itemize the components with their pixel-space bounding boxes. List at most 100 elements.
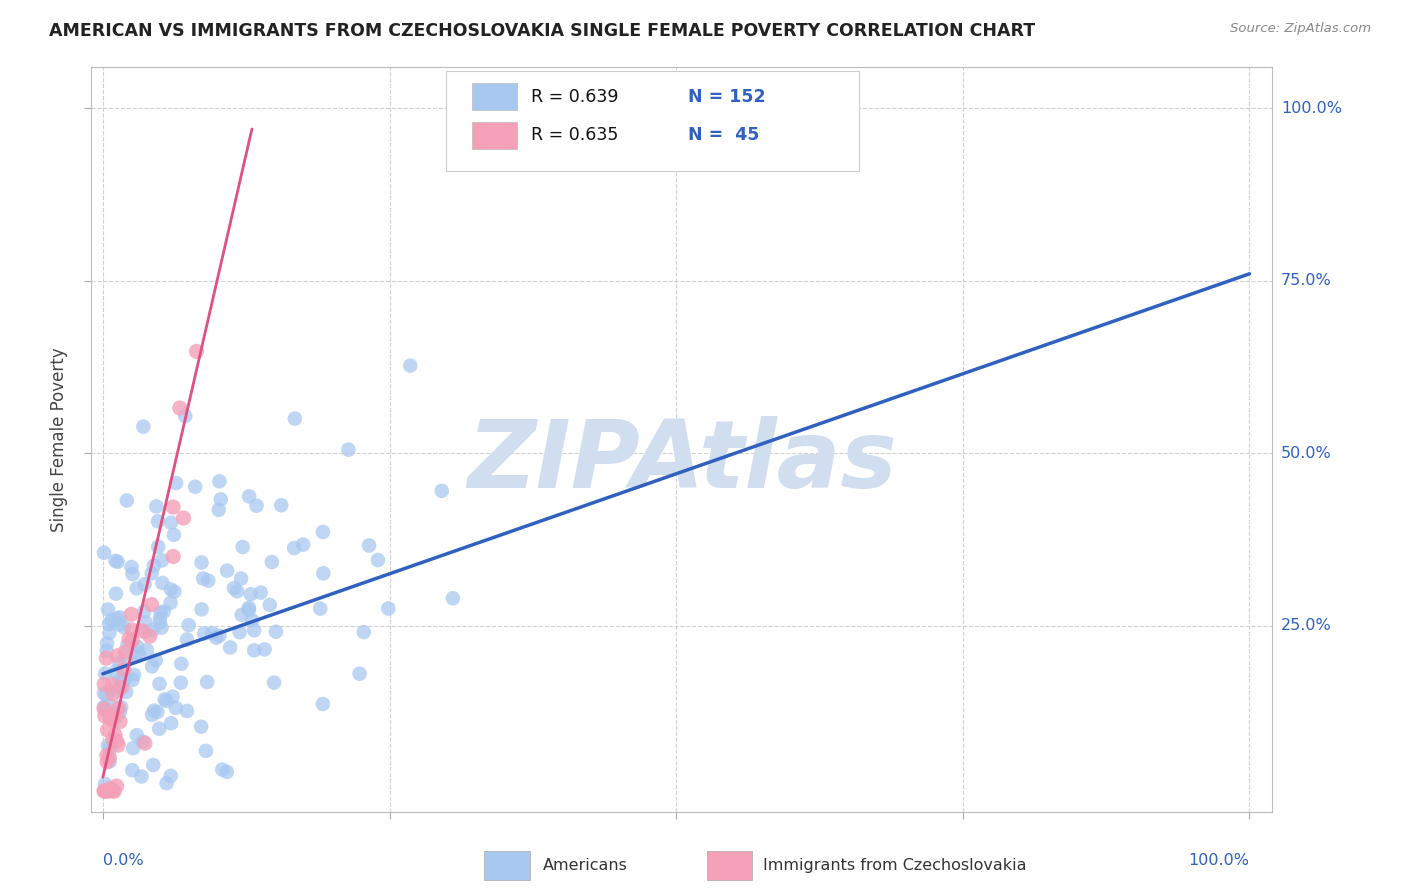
Point bbox=[148, 677, 170, 691]
Point bbox=[110, 700, 132, 714]
Point bbox=[121, 567, 143, 582]
Point bbox=[103, 784, 125, 798]
Text: 100.0%: 100.0% bbox=[1281, 101, 1341, 116]
Point bbox=[98, 617, 121, 632]
Point bbox=[96, 723, 118, 737]
Point bbox=[135, 624, 157, 639]
Point bbox=[197, 574, 219, 588]
Point bbox=[141, 707, 163, 722]
Text: AMERICAN VS IMMIGRANTS FROM CZECHOSLOVAKIA SINGLE FEMALE POVERTY CORRELATION CHA: AMERICAN VS IMMIGRANTS FROM CZECHOSLOVAK… bbox=[49, 22, 1035, 40]
Point bbox=[122, 668, 145, 682]
Point bbox=[163, 584, 186, 599]
Point bbox=[150, 553, 173, 567]
FancyBboxPatch shape bbox=[446, 70, 859, 171]
Text: N = 152: N = 152 bbox=[688, 87, 765, 105]
Point bbox=[232, 540, 254, 554]
Point bbox=[97, 739, 120, 753]
Point bbox=[259, 598, 281, 612]
Point bbox=[377, 601, 399, 615]
Point bbox=[184, 480, 207, 494]
Point bbox=[163, 528, 186, 542]
Point bbox=[108, 610, 131, 624]
Point bbox=[97, 602, 120, 616]
Point bbox=[270, 498, 292, 512]
Point bbox=[98, 755, 121, 769]
Text: Source: ZipAtlas.com: Source: ZipAtlas.com bbox=[1230, 22, 1371, 36]
Point bbox=[94, 688, 117, 702]
Point bbox=[128, 646, 150, 660]
Point bbox=[103, 784, 125, 798]
Point bbox=[96, 636, 118, 650]
Point bbox=[177, 618, 200, 632]
Point bbox=[112, 663, 135, 677]
Point bbox=[107, 555, 129, 569]
Point bbox=[101, 687, 124, 701]
Point bbox=[194, 744, 217, 758]
Point bbox=[93, 709, 115, 723]
Text: Immigrants from Czechoslovakia: Immigrants from Czechoslovakia bbox=[762, 858, 1026, 872]
Point bbox=[138, 629, 160, 643]
Point bbox=[283, 541, 305, 555]
Point bbox=[284, 411, 307, 425]
Text: 75.0%: 75.0% bbox=[1281, 273, 1331, 288]
Point bbox=[115, 685, 138, 699]
Point bbox=[148, 722, 170, 736]
Point bbox=[94, 666, 117, 681]
Point bbox=[98, 741, 121, 756]
Point bbox=[107, 648, 129, 663]
Point bbox=[141, 566, 163, 581]
Point bbox=[135, 643, 157, 657]
Point bbox=[349, 666, 371, 681]
Point bbox=[118, 632, 141, 646]
Point bbox=[243, 643, 266, 657]
Text: 50.0%: 50.0% bbox=[1281, 446, 1331, 460]
Text: 25.0%: 25.0% bbox=[1281, 618, 1331, 633]
Point bbox=[441, 591, 464, 606]
Point bbox=[169, 401, 191, 415]
Bar bbox=[471, 83, 516, 110]
Point bbox=[104, 554, 127, 568]
Point bbox=[100, 613, 122, 627]
Point bbox=[93, 699, 115, 714]
Point bbox=[101, 732, 124, 747]
Point bbox=[115, 652, 138, 666]
Point bbox=[160, 716, 183, 731]
Point bbox=[353, 625, 375, 640]
Point bbox=[110, 681, 132, 695]
Point bbox=[94, 784, 117, 798]
Point bbox=[240, 614, 263, 628]
Point bbox=[337, 442, 360, 457]
Point bbox=[134, 577, 156, 591]
Point bbox=[312, 524, 335, 539]
Point bbox=[219, 640, 242, 655]
Point bbox=[430, 483, 453, 498]
Point bbox=[145, 653, 167, 667]
Point bbox=[104, 587, 127, 601]
Point bbox=[125, 582, 148, 596]
Point bbox=[159, 769, 181, 783]
Point bbox=[104, 665, 127, 679]
Point bbox=[149, 611, 172, 625]
Point bbox=[131, 624, 153, 638]
Point bbox=[108, 714, 131, 729]
Point bbox=[104, 708, 127, 723]
Point bbox=[131, 769, 153, 783]
Point bbox=[108, 705, 131, 719]
Point bbox=[107, 612, 129, 626]
Point bbox=[100, 781, 122, 796]
Point bbox=[94, 784, 117, 798]
Point bbox=[127, 640, 149, 654]
Point bbox=[193, 626, 215, 640]
Point bbox=[243, 623, 266, 637]
Point bbox=[121, 623, 143, 637]
Point bbox=[93, 686, 115, 700]
Point bbox=[149, 615, 172, 630]
Point bbox=[146, 705, 169, 719]
Point bbox=[153, 692, 176, 706]
Point bbox=[93, 546, 115, 560]
Point bbox=[98, 711, 121, 725]
Point bbox=[96, 748, 118, 763]
Point bbox=[238, 489, 260, 503]
Point bbox=[143, 704, 166, 718]
Point bbox=[101, 678, 124, 692]
